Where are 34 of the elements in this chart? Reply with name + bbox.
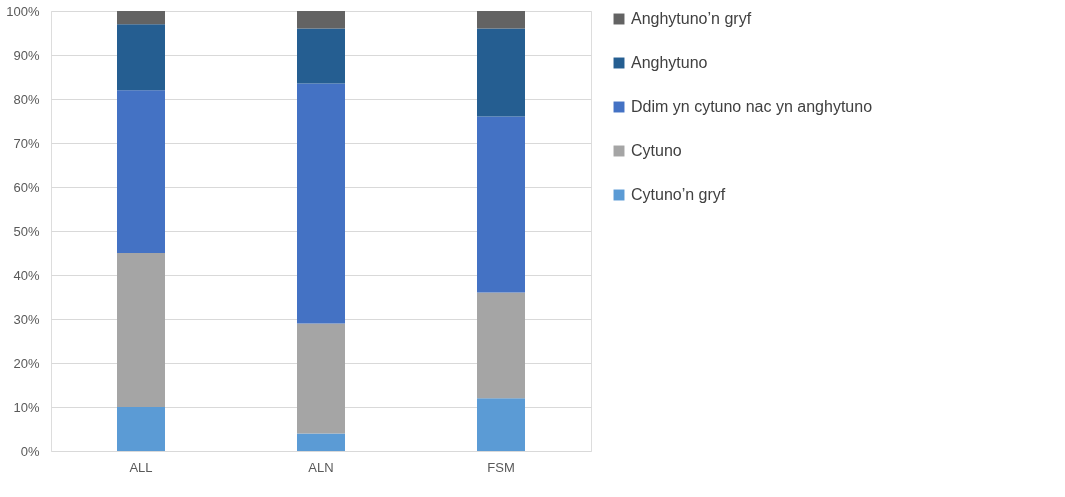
y-tick-label: 70%: [13, 135, 40, 151]
bar: [477, 398, 525, 451]
bar: [297, 83, 345, 324]
x-tick-label: FSM: [487, 459, 515, 475]
bar: [477, 116, 525, 293]
y-tick-label: 80%: [13, 91, 40, 107]
bar: [477, 11, 525, 29]
legend-label: Anghytuno: [631, 54, 708, 71]
x-tick-label: ALL: [129, 459, 153, 475]
bar: [297, 433, 345, 451]
bar: [117, 11, 165, 25]
bar: [117, 90, 165, 253]
bar: [477, 292, 525, 399]
bar: [117, 253, 165, 407]
y-tick-label: 20%: [13, 355, 40, 371]
bar: [477, 28, 525, 117]
legend-label: Ddim yn cytuno nac yn anghytuno: [631, 98, 873, 115]
y-tick-label: 60%: [13, 179, 40, 195]
bar: [297, 323, 345, 434]
x-tick-label: ALN: [308, 459, 334, 475]
bar: [117, 407, 165, 451]
bar: [297, 28, 345, 84]
y-tick-label: 100%: [6, 3, 40, 19]
y-tick-label: 10%: [13, 399, 40, 415]
legend-label: Anghytuno’n gryf: [631, 10, 752, 27]
legend-label: Cytuno’n gryf: [631, 186, 726, 203]
y-tick-label: 90%: [13, 47, 40, 63]
y-tick-label: 0%: [20, 443, 40, 459]
bar: [297, 11, 345, 29]
y-tick-label: 30%: [13, 311, 40, 327]
legend-label: Cytuno: [631, 142, 682, 159]
y-tick-label: 50%: [13, 223, 40, 239]
y-tick-label: 40%: [13, 267, 40, 283]
bar: [117, 24, 165, 91]
